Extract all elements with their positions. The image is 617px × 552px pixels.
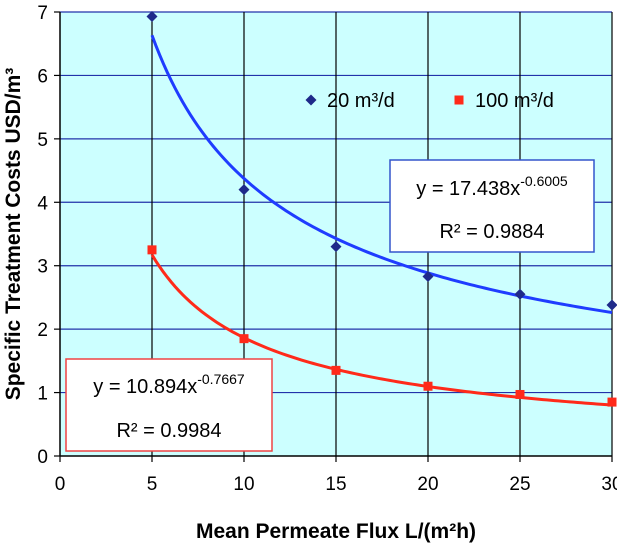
data-point-series-0-1 — [238, 184, 250, 196]
x-tick-label-30: 30 — [601, 474, 617, 495]
legend-marker-series-0 — [305, 94, 317, 106]
y-tick-label-7: 7 — [37, 3, 48, 24]
trendlines — [150, 34, 613, 407]
equation-box-series-0 — [389, 159, 595, 253]
data-point-series-1-3 — [423, 381, 433, 391]
equation-line-series-0: y = 17.438x-0.6005 — [416, 173, 568, 200]
y-tick-label-3: 3 — [37, 257, 48, 278]
y-tick-labels: 0 1 2 3 4 5 6 7 — [37, 3, 48, 468]
axes — [54, 11, 613, 462]
data-point-series-1-5 — [607, 397, 617, 407]
y-tick-label-1: 1 — [37, 384, 48, 405]
data-markers — [146, 10, 617, 407]
equation-box-series-1 — [65, 358, 273, 452]
x-tick-labels: 0 5 10 15 20 25 30 — [55, 474, 617, 495]
data-point-series-1-2 — [331, 365, 341, 375]
y-tick-label-0: 0 — [37, 447, 48, 468]
data-point-series-1-1 — [239, 334, 249, 344]
y-tick-label-2: 2 — [37, 320, 48, 341]
y-tick-label-4: 4 — [37, 193, 48, 214]
r-squared-series-0: R² = 0.9884 — [439, 221, 544, 243]
x-tick-label-0: 0 — [55, 474, 66, 495]
x-tick-label-10: 10 — [233, 474, 254, 495]
y-tick-label-6: 6 — [37, 66, 48, 87]
data-point-series-1-4 — [515, 389, 525, 399]
legend: 20 m³/d 100 m³/d — [305, 90, 554, 112]
x-tick-label-5: 5 — [147, 474, 158, 495]
data-point-series-0-2 — [330, 241, 342, 253]
x-axis-title: Mean Permeate Flux L/(m²h) — [196, 520, 476, 543]
legend-marker-series-1 — [454, 95, 464, 105]
data-point-series-0-4 — [514, 288, 526, 300]
x-tick-label-15: 15 — [325, 474, 346, 495]
data-point-series-0-5 — [606, 299, 617, 311]
r-squared-series-1: R² = 0.9984 — [116, 420, 221, 442]
trendline-series-1 — [150, 254, 613, 407]
y-axis-title: Specific Treatment Costs USD/m³ — [2, 68, 25, 401]
x-tick-label-25: 25 — [509, 474, 530, 495]
legend-label-series-0: 20 m³/d — [327, 90, 395, 112]
trendline-series-0 — [150, 34, 613, 315]
legend-label-series-1: 100 m³/d — [475, 90, 554, 112]
data-point-series-1-0 — [147, 245, 157, 255]
x-tick-label-20: 20 — [417, 474, 438, 495]
data-point-series-0-3 — [422, 270, 434, 282]
data-point-series-0-0 — [146, 10, 158, 22]
y-tick-label-5: 5 — [37, 130, 48, 151]
